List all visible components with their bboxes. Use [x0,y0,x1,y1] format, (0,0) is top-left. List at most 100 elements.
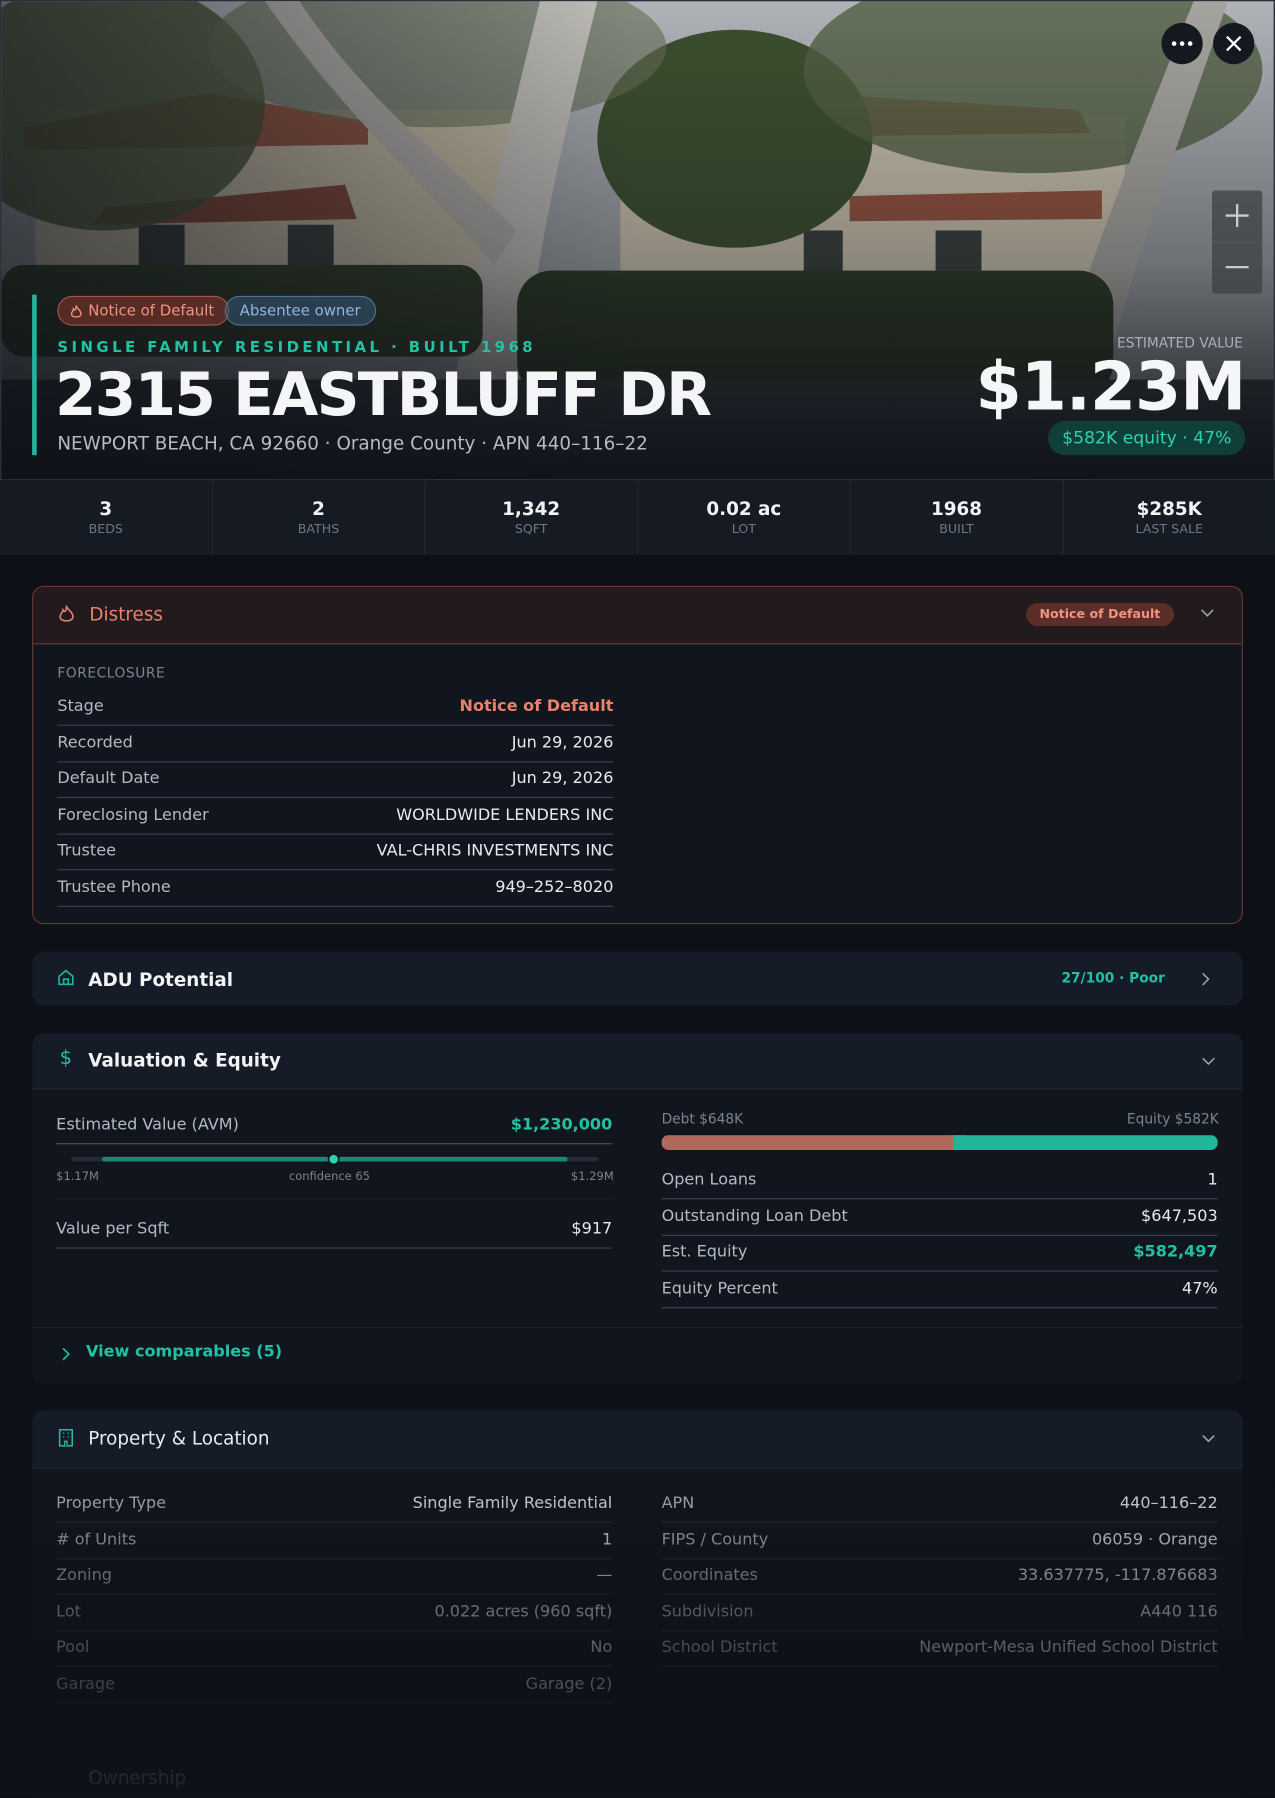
divider [56,1198,613,1200]
hero: Notice of Default Absentee owner SINGLE … [0,0,1275,481]
stat-value: 3 [99,497,113,520]
card-title: ADU Potential [88,968,234,991]
row-value: 949–252–8020 [495,877,614,897]
row-value: $582,497 [1133,1242,1218,1262]
detail-row: Foreclosing Lender WORLDWIDE LENDERS INC [57,799,614,835]
detail-row: Zoning — [56,1559,612,1595]
building-icon [58,1429,73,1447]
row-label: Trustee [57,841,116,860]
ownership-card[interactable]: Ownership [32,1751,1243,1798]
row-value: Jun 29, 2026 [511,733,614,752]
distress-card: Distress Notice of Default FORECLOSURE S… [32,585,1243,925]
row-label: Est. Equity [661,1242,748,1262]
row-label: APN [661,1493,695,1513]
row-value: A440 116 [1140,1602,1218,1621]
chevron-right [1202,972,1210,986]
avm-range-slider [71,1153,599,1166]
row-label: # of Units [56,1530,137,1549]
row-label: Value per Sqft [56,1219,170,1239]
property-address: 2315 EASTBLUFF DR [55,361,712,430]
stats-bar: 3 BEDS 2 BATHS 1,342 SQFT 0.02 ac LOT 1968 BUILT $… [0,480,1275,555]
chevron-down [1201,609,1214,617]
stat-label: LAST SALE [1135,521,1203,537]
chevron-down [1202,1057,1215,1066]
row-label: Coordinates [661,1566,758,1585]
valuation-header[interactable]: $ Valuation & Equity [32,1033,1243,1090]
stat: $285K LAST SALE [1063,480,1275,555]
stat: 1968 BUILT [851,480,1064,555]
row-label: Trustee Phone [57,877,171,897]
detail-row: Trustee VAL-CHRIS INVESTMENTS INC [57,835,614,871]
detail-row: Trustee Phone 949–252–8020 [57,871,614,907]
avm-row: Estimated Value (AVM) $1,230,000 [56,1109,612,1145]
row-label: Default Date [57,769,160,788]
comparables-link[interactable]: View comparables (5) [85,1342,283,1361]
distress-header[interactable]: Distress Notice of Default [33,587,1242,645]
stat: 1,342 SQFT [425,480,639,555]
distress-status: Notice of Default [1025,603,1175,627]
row-value: 1 [1207,1170,1218,1190]
zoom-in[interactable] [1225,204,1249,228]
detail-row: Property Type Single Family Residential [56,1487,612,1523]
detail-row: FIPS / County 06059 · Orange [661,1523,1218,1559]
group-label: FORECLOSURE [57,665,166,682]
divider [32,1326,1243,1328]
row-label: Open Loans [661,1170,757,1190]
flame-icon [70,304,82,318]
detail-row: Recorded Jun 29, 2026 [57,726,614,762]
row-value: Garage (2) [525,1674,613,1693]
detail-row: Coordinates 33.637775, -117.876683 [661,1559,1218,1595]
chevron-down [1202,1434,1215,1443]
chevron-right [62,1347,70,1361]
stat-value: $285K [1136,497,1202,520]
more-button[interactable] [1161,22,1203,65]
row-value: $1,230,000 [510,1115,613,1134]
stat-value: 2 [312,497,325,520]
estimate-label: ESTIMATED VALUE [1117,334,1243,351]
detail-row: Subdivision A440 116 [661,1595,1218,1632]
row-label: School District [661,1638,778,1657]
estimate-value: $1.23M [975,347,1247,426]
row-value: 06059 · Orange [1091,1530,1218,1549]
row-label: Lot [56,1602,81,1621]
row-label: Estimated Value (AVM) [56,1115,239,1134]
range-low: $1.17M [56,1170,99,1184]
equity-pill: $582K equity · 47% [1048,420,1246,456]
debt-equity-bar [661,1135,1218,1151]
distress-badge: Notice of Default [57,295,230,326]
stat-label: BUILT [939,521,974,537]
adu-score: 27/100 · Poor [1061,970,1165,987]
card-title: Property & Location [88,1427,270,1450]
owner-badge: Absentee owner [224,295,376,326]
row-value: Jun 29, 2026 [511,769,614,788]
row-value: VAL-CHRIS INVESTMENTS INC [376,841,614,860]
row-value: 33.637775, -117.876683 [1017,1566,1218,1585]
adu-card[interactable]: ADU Potential 27/100 · Poor [32,951,1243,1006]
close-button[interactable] [1213,22,1255,65]
row-label: Garage [56,1674,115,1693]
badge-text: Absentee owner [239,302,361,320]
detail-row: Open Loans 1 [661,1164,1218,1200]
stat-value: 1,342 [502,497,561,520]
row-value: WORLDWIDE LENDERS INC [396,805,614,824]
stat-label: BATHS [297,521,340,537]
row-value: Single Family Residential [412,1493,613,1513]
card-title: Valuation & Equity [88,1049,281,1071]
property-location: NEWPORT BEACH, CA 92660 · Orange County … [57,432,648,455]
detail-row: APN 440–116–22 [661,1487,1218,1523]
zoom-controls [1211,190,1263,294]
flame-icon [59,605,74,622]
row-value: Notice of Default [459,697,614,716]
row-label: Foreclosing Lender [57,805,209,824]
detail-row: Est. Equity $582,497 [661,1236,1218,1272]
property-header[interactable]: Property & Location [32,1410,1243,1469]
range-high: $1.29M [570,1170,614,1184]
row-label: Stage [57,697,104,716]
row-value: 1 [602,1530,613,1549]
row-value: No [590,1638,613,1657]
stat: 0.02 ac LOT [638,480,851,555]
equity-label: Equity $582K [1126,1111,1219,1128]
